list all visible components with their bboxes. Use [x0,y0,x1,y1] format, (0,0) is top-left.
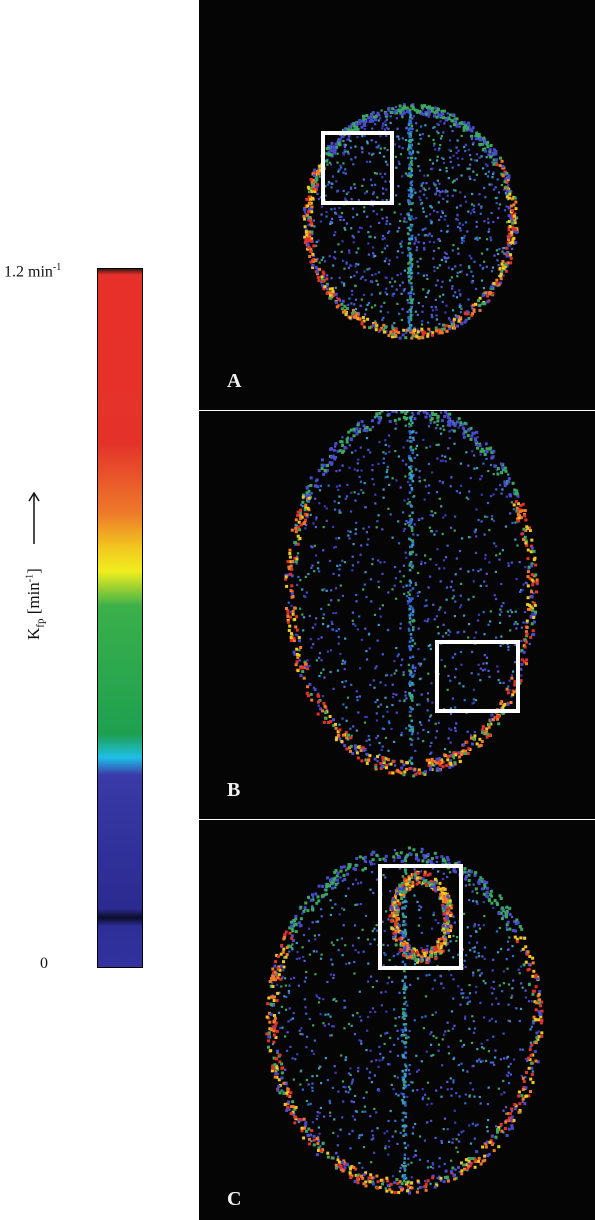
colorbar-min-label: 0 [40,955,48,972]
colorbar-max-label: 1.2 min-1 [4,262,62,281]
roi-box [378,864,463,970]
roi-box [435,640,520,713]
mri-panel-b: B [199,411,595,819]
panel-label: C [227,1188,242,1210]
brain-map-image [265,846,544,1195]
axis-arrow-icon [28,491,40,544]
colorbar-axis-title: Kfp [min-1] [24,480,64,640]
color-scale-bar [97,268,143,968]
mri-panel-a: A [199,0,595,410]
panel-label: B [227,779,241,801]
mri-panel-c: C [199,820,595,1220]
brain-map-image [302,103,519,340]
brain-map-image [284,411,539,778]
panel-label: A [227,370,242,392]
roi-box [321,131,394,205]
